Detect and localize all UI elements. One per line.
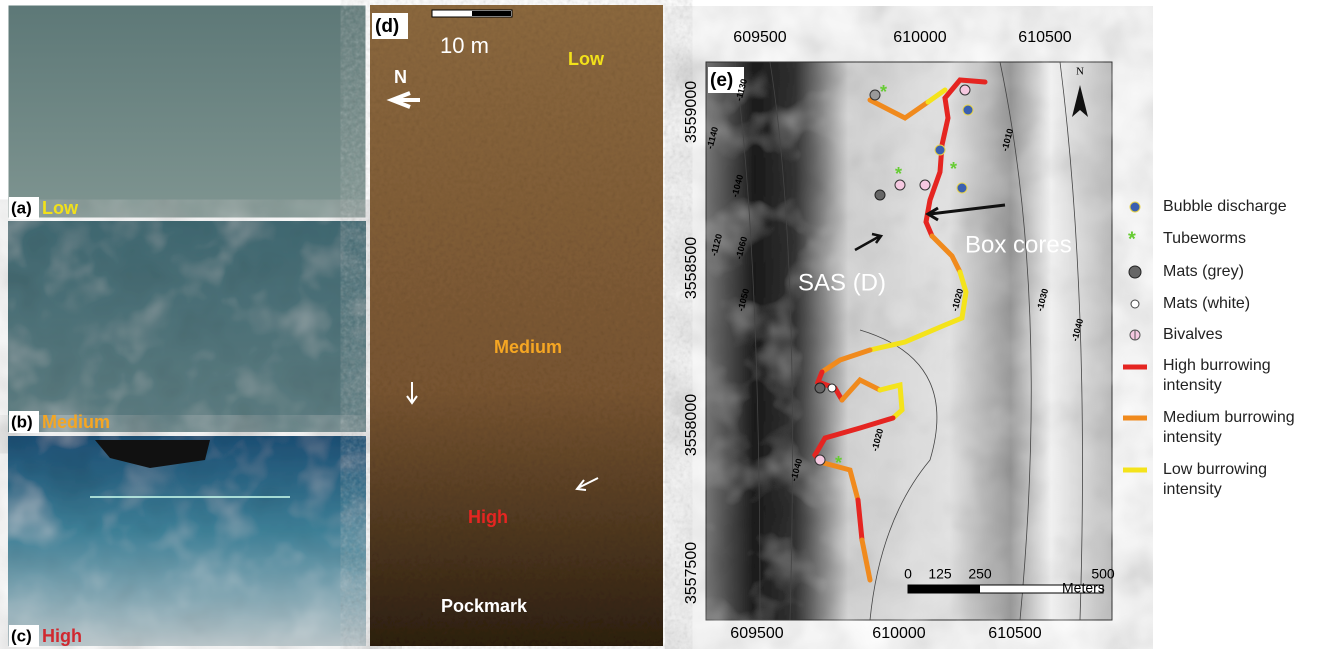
annotation-arrow — [854, 232, 884, 252]
zone-label: Medium — [494, 337, 562, 357]
level-label: High — [42, 626, 82, 646]
scale-tick: 125 — [928, 566, 952, 582]
legend-item: Mats (white) — [1163, 295, 1251, 312]
svg-text:*: * — [835, 453, 842, 473]
label-box — [372, 13, 408, 39]
scale-bar — [472, 11, 511, 16]
scale-label: 10 m — [440, 33, 489, 58]
label-box — [708, 67, 744, 93]
zone-label: Low — [568, 49, 605, 69]
y-tick-label: 3558000 — [683, 394, 700, 456]
vehicle — [95, 440, 210, 468]
x-tick-label: 610000 — [872, 625, 925, 642]
map-markers: * * * * — [814, 82, 974, 473]
scale-unit: Meters — [1062, 580, 1105, 596]
photo-d — [370, 5, 663, 646]
contours — [734, 61, 1083, 621]
panel-label: (b) — [11, 412, 33, 431]
y-tick-label: 3557500 — [683, 542, 700, 604]
x-tick-label: 610000 — [893, 29, 946, 46]
photo-b — [8, 221, 366, 432]
svg-text:*: * — [950, 159, 957, 179]
scale-tick: 0 — [904, 566, 912, 582]
x-tick-label: 610500 — [988, 625, 1041, 642]
svg-text:*: * — [1128, 228, 1136, 250]
zone-label: Pockmark — [441, 596, 528, 616]
x-tick-label: 609500 — [733, 29, 786, 46]
scale-tick: 500 — [1091, 566, 1115, 582]
legend-item: Bivalves — [1163, 326, 1223, 343]
panel-label: (c) — [11, 626, 32, 645]
map-north — [1072, 85, 1088, 117]
annotation: Box cores — [965, 231, 1072, 258]
panel-label: (a) — [11, 198, 32, 217]
scale-tick: 250 — [968, 566, 992, 582]
label-box — [9, 625, 39, 647]
annotation: SAS (D) — [798, 269, 886, 296]
svg-text:*: * — [880, 82, 887, 102]
map-north: N — [1076, 66, 1084, 78]
panel-label: (e) — [710, 70, 733, 91]
level-label: Medium — [42, 412, 110, 432]
legend-symbols: * — [1123, 201, 1147, 473]
zone-label: High — [468, 507, 508, 527]
pointer-arrow — [406, 382, 418, 405]
north-arrow — [386, 91, 420, 109]
photo-a — [7, 4, 367, 219]
level-label: Low — [42, 198, 79, 218]
pointer-arrow — [575, 477, 599, 491]
svg-text:*: * — [895, 164, 902, 184]
x-tick-label: 610500 — [1018, 29, 1071, 46]
photo-c — [8, 436, 366, 646]
y-tick-label: 3559000 — [683, 81, 700, 143]
north-label: N — [394, 67, 407, 87]
legend-item: Mats (grey) — [1163, 263, 1244, 280]
panel-label: (d) — [375, 16, 399, 37]
legend-item: Low burrowing intensity — [1163, 461, 1268, 498]
label-box — [9, 197, 39, 219]
legend-item: Bubble discharge — [1163, 198, 1287, 215]
legend-item: High burrowing intensity — [1163, 357, 1271, 394]
legend-item: Medium burrowing intensity — [1163, 409, 1295, 446]
annotation-arrow — [925, 203, 1006, 222]
map-scale-bar — [908, 585, 980, 593]
y-tick-label: 3558500 — [683, 237, 700, 299]
legend-item: Tubeworms — [1163, 230, 1246, 247]
label-box — [9, 411, 39, 433]
x-tick-label: 609500 — [730, 625, 783, 642]
